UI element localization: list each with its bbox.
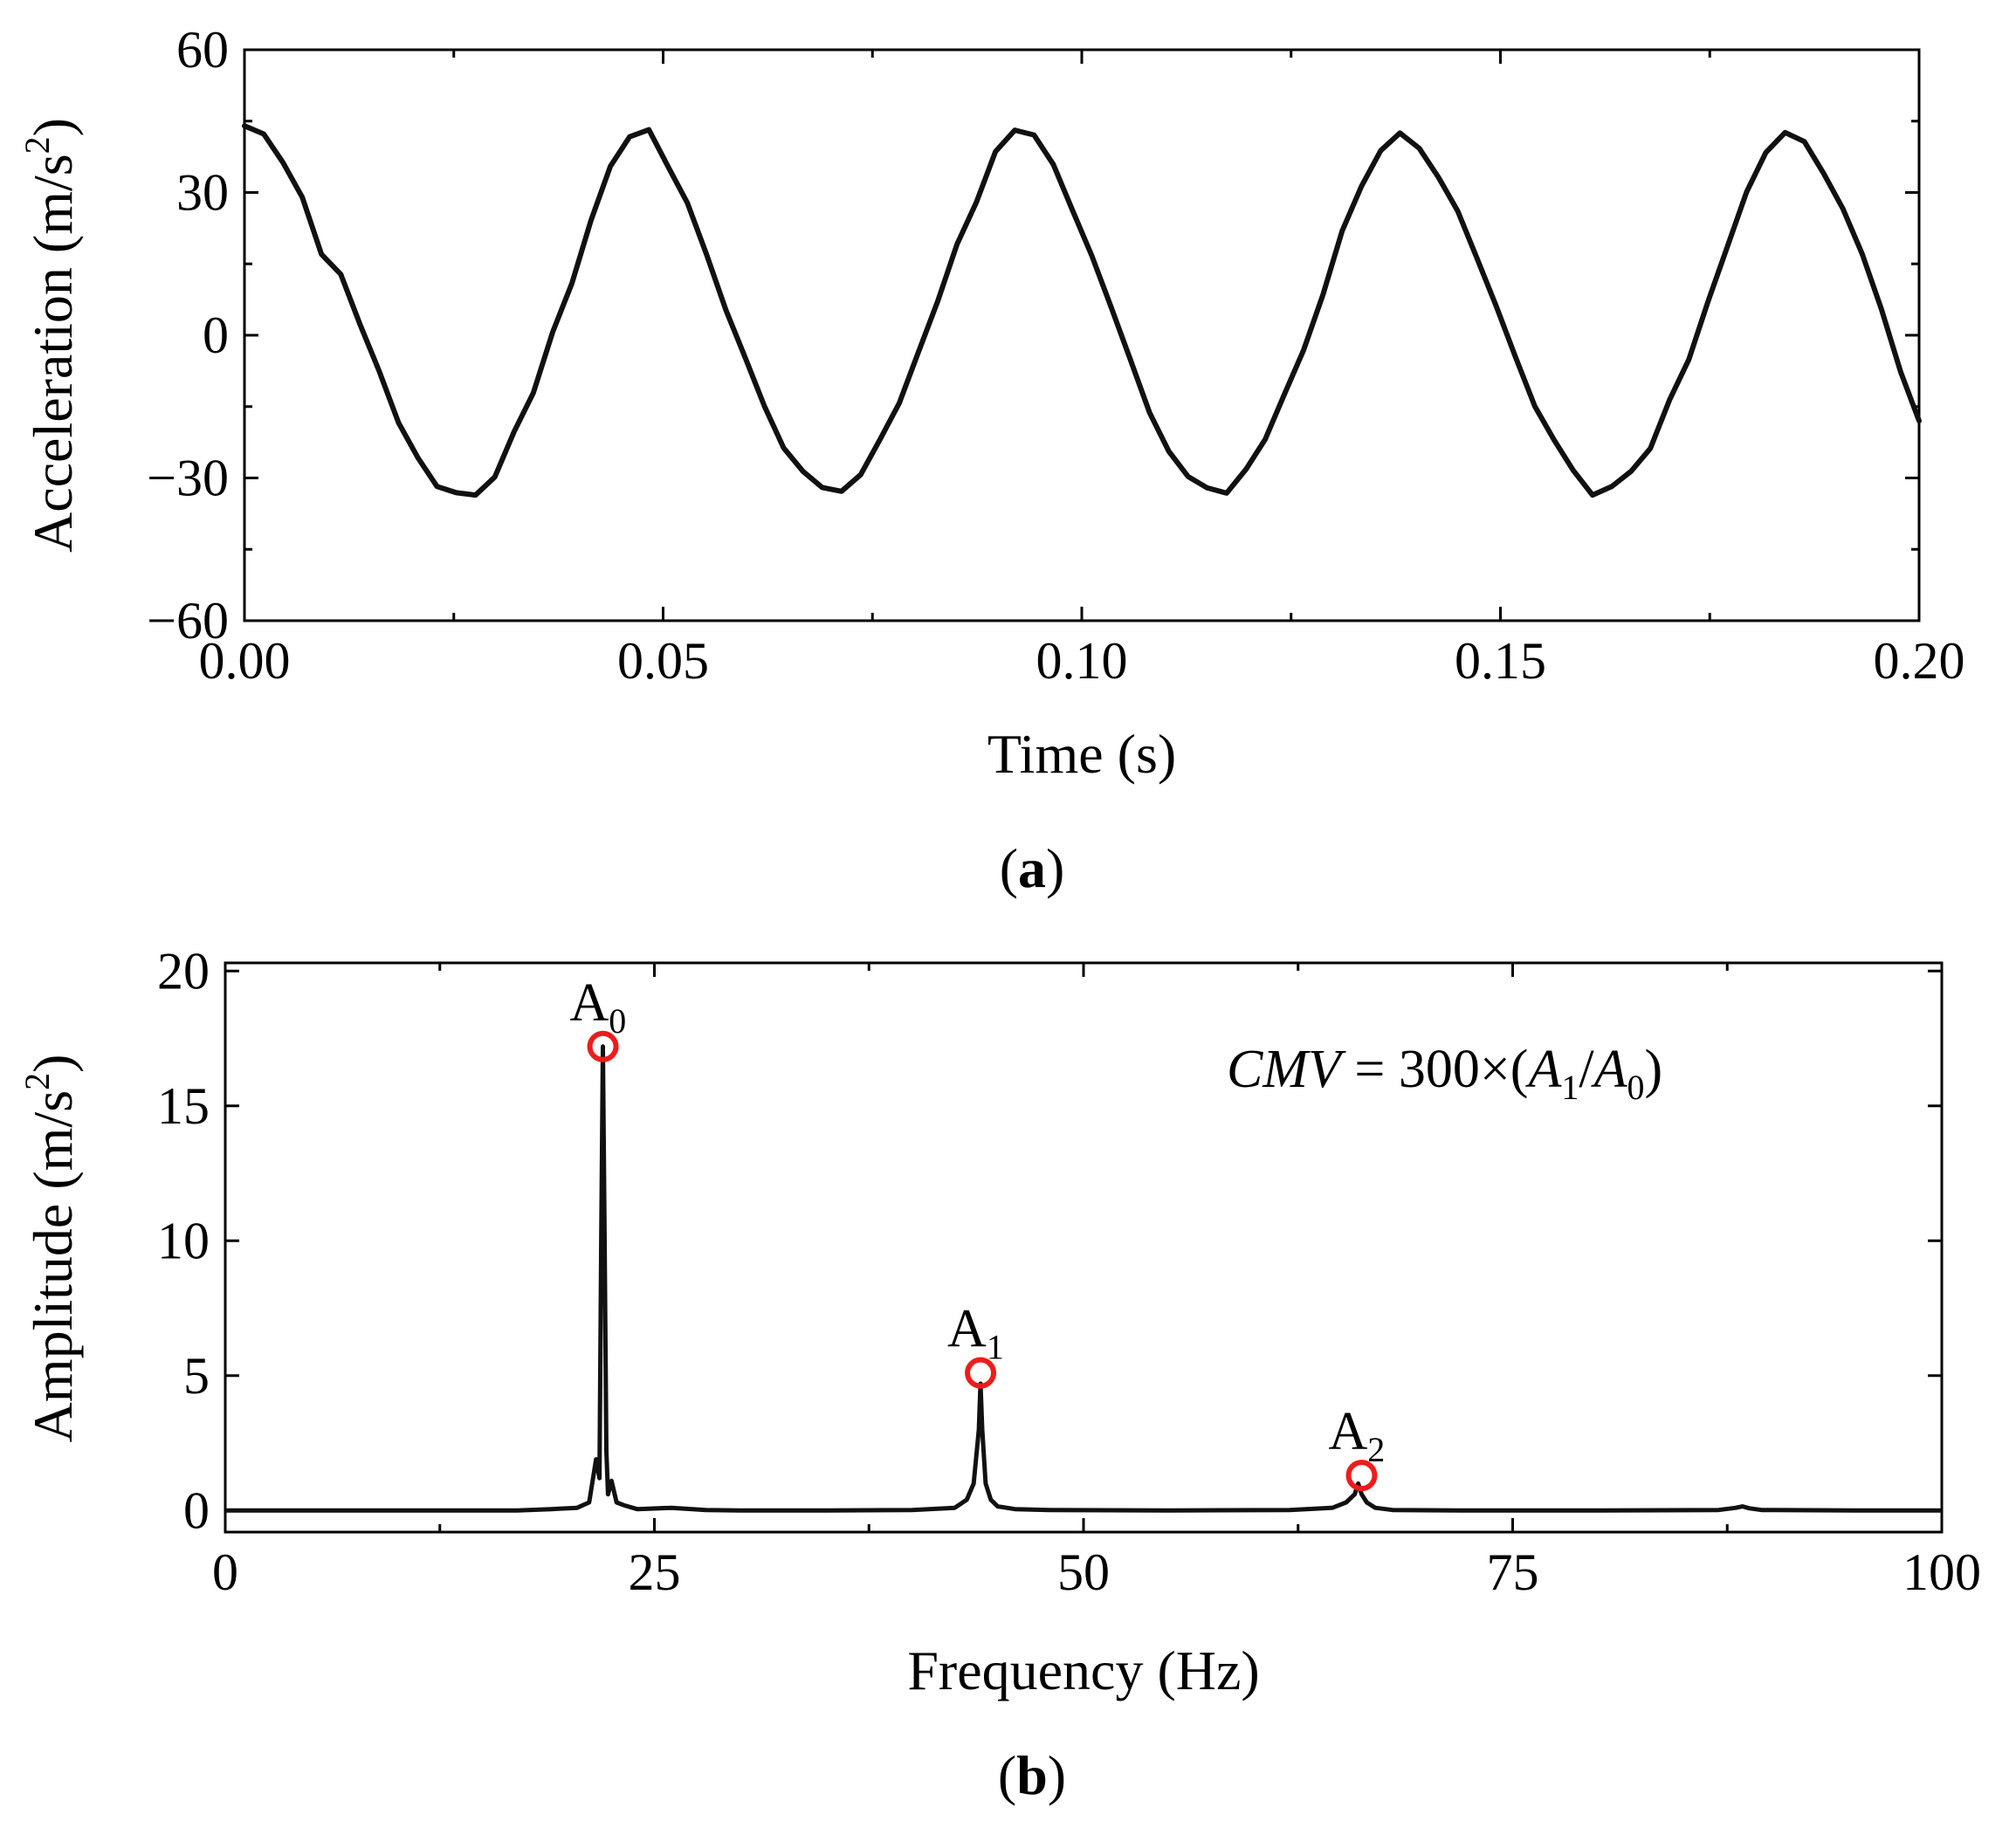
chart-b-y-tick-label: 0 <box>183 1481 210 1539</box>
chart-a-y-label-text: Acceleration (m/s <box>22 154 84 553</box>
chart-a-panel-label: (a) <box>1000 837 1065 899</box>
cmv-mid: = 300×( <box>1341 1040 1529 1099</box>
chart-b-y-label-text: Amplitude (m/s <box>22 1090 84 1443</box>
cmv-slash: / <box>1579 1040 1594 1099</box>
chart-a-series-acceleration <box>242 123 1922 498</box>
cmv-den-sub: 0 <box>1627 1068 1644 1107</box>
chart-a-x-tick-label: 0.15 <box>1455 632 1546 690</box>
chart-a: 0.00 0.05 0.10 0.15 0.20 −60 −30 0 30 60 Time (s)… <box>17 21 1965 899</box>
chart-b-x-tick-label: 75 <box>1487 1543 1539 1601</box>
chart-b-panel-letter: b <box>1016 1744 1048 1806</box>
peak-label-a0: A0 <box>570 973 627 1041</box>
chart-b-cmv-annotation: CMV = 300×(A1/A0) <box>1227 1040 1662 1107</box>
chart-a-y-tick-label: 30 <box>176 164 229 222</box>
chart-b-series-spectrum <box>225 1044 1942 1513</box>
cmv-lhs: CMV <box>1227 1040 1346 1099</box>
chart-b-y-axis-label: Amplitude (m/s2) <box>17 1055 84 1443</box>
chart-a-series <box>242 123 1922 498</box>
chart-b-plot-frame <box>224 961 1944 1534</box>
chart-b-y-tick-label: 10 <box>157 1212 210 1269</box>
chart-b-x-axis-label: Frequency (Hz) <box>907 1639 1259 1701</box>
cmv-close: ) <box>1644 1040 1662 1099</box>
chart-b-peak-markers: A0 A1 A2 <box>570 973 1385 1492</box>
peak-label-a1: A1 <box>947 1300 1004 1367</box>
chart-a-tick-labels: 0.00 0.05 0.10 0.15 0.20 −60 −30 0 30 60 <box>147 21 1964 690</box>
peak-marker-a0 <box>587 1030 619 1062</box>
chart-b-panel-label: (b) <box>998 1744 1066 1806</box>
cmv-num: A <box>1524 1040 1562 1099</box>
peak-marker-a1 <box>965 1357 997 1389</box>
cmv-den: A <box>1591 1040 1628 1099</box>
chart-b-y-label-close: ) <box>22 1055 84 1073</box>
chart-b-x-tick-label: 100 <box>1902 1543 1981 1601</box>
chart-a-panel-letter: a <box>1018 837 1046 899</box>
chart-b-y-label-sup: 2 <box>17 1073 57 1090</box>
chart-a-x-tick-label: 0.00 <box>199 632 291 690</box>
chart-a-y-label-close: ) <box>22 118 84 136</box>
peak-marker-a2 <box>1345 1460 1378 1492</box>
chart-b-y-tick-label: 20 <box>157 942 210 1000</box>
chart-b-ticks <box>224 963 1944 1532</box>
chart-a-y-tick-label: −30 <box>147 450 229 507</box>
chart-a-x-tick-label: 0.05 <box>617 632 709 690</box>
chart-b-y-tick-label: 5 <box>183 1347 210 1405</box>
chart-a-y-label-sup: 2 <box>17 136 57 154</box>
chart-b-y-tick-label: 15 <box>157 1077 210 1135</box>
peak-label-a2: A2 <box>1328 1402 1385 1469</box>
chart-a-y-tick-label: 60 <box>176 21 229 79</box>
chart-a-y-tick-label: −60 <box>147 592 229 649</box>
chart-b-series <box>225 1044 1942 1513</box>
cmv-num-sub: 1 <box>1561 1068 1579 1107</box>
chart-a-y-tick-label: 0 <box>203 306 229 364</box>
chart-b-x-tick-label: 25 <box>629 1543 681 1601</box>
chart-b-x-tick-label: 0 <box>212 1543 238 1601</box>
chart-a-x-axis-label: Time (s) <box>987 723 1176 785</box>
chart-a-ticks <box>243 48 1921 622</box>
chart-b-x-tick-label: 50 <box>1057 1543 1110 1601</box>
chart-a-plot-frame <box>243 48 1921 622</box>
chart-a-x-tick-label: 0.10 <box>1036 632 1128 690</box>
chart-a-x-tick-label: 0.20 <box>1874 632 1965 690</box>
chart-a-y-axis-label: Acceleration (m/s2) <box>17 118 84 553</box>
